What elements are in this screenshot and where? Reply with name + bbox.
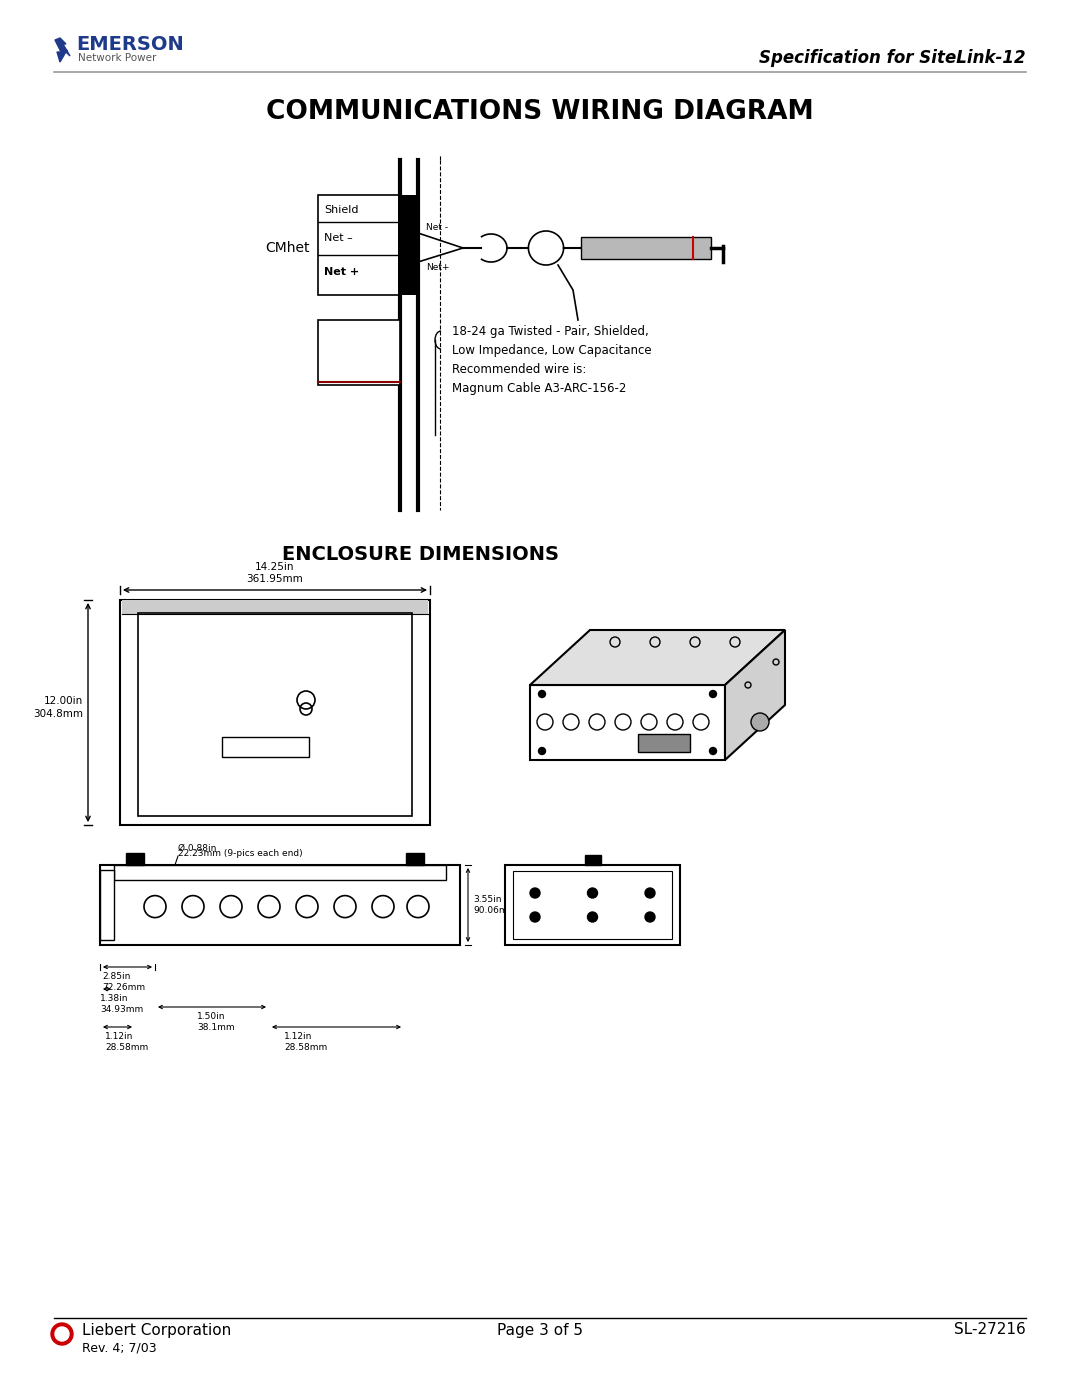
- Text: 18-24 ga Twisted - Pair, Shielded,
Low Impedance, Low Capacitance
Recommended wi: 18-24 ga Twisted - Pair, Shielded, Low I…: [453, 326, 651, 395]
- Bar: [505, 865, 680, 944]
- Polygon shape: [55, 38, 70, 61]
- Text: 1.50in
38.1mm: 1.50in 38.1mm: [197, 1011, 234, 1032]
- Polygon shape: [530, 685, 725, 760]
- Text: Net+: Net+: [426, 264, 449, 272]
- Bar: [318, 196, 400, 295]
- Text: 22.23mm (9-pics each end): 22.23mm (9-pics each end): [178, 849, 302, 858]
- Text: Page 3 of 5: Page 3 of 5: [497, 1323, 583, 1337]
- Text: CMhet: CMhet: [266, 242, 310, 256]
- Text: 14.25in
361.95mm: 14.25in 361.95mm: [246, 562, 303, 584]
- Bar: [513, 870, 672, 939]
- Text: EMERSON: EMERSON: [76, 35, 184, 54]
- Circle shape: [588, 912, 597, 922]
- Polygon shape: [530, 630, 785, 685]
- Circle shape: [530, 912, 540, 922]
- Bar: [318, 320, 400, 386]
- Text: Liebert Corporation: Liebert Corporation: [82, 1323, 231, 1337]
- Circle shape: [710, 747, 716, 754]
- Bar: [138, 613, 411, 816]
- Text: Ø 0.88in: Ø 0.88in: [178, 844, 216, 854]
- Text: Net +: Net +: [324, 267, 360, 277]
- Circle shape: [530, 888, 540, 898]
- Text: 1.12in
28.58mm: 1.12in 28.58mm: [284, 1032, 327, 1052]
- Circle shape: [751, 712, 769, 731]
- Text: Rev. 4; 7/03: Rev. 4; 7/03: [82, 1341, 157, 1355]
- Text: Net –: Net –: [324, 233, 353, 243]
- Text: 1.12in
28.58mm: 1.12in 28.58mm: [105, 1032, 148, 1052]
- Bar: [114, 865, 446, 880]
- Circle shape: [55, 1327, 69, 1341]
- Circle shape: [539, 690, 545, 697]
- Circle shape: [645, 912, 654, 922]
- Text: Net -: Net -: [426, 224, 448, 232]
- Text: ENCLOSURE DIMENSIONS: ENCLOSURE DIMENSIONS: [282, 545, 558, 564]
- Bar: [406, 854, 424, 865]
- Bar: [222, 738, 309, 757]
- Bar: [638, 733, 690, 752]
- Text: SL-27216: SL-27216: [955, 1323, 1026, 1337]
- Text: Shield: Shield: [324, 205, 359, 215]
- Text: 1.38in
34.93mm: 1.38in 34.93mm: [100, 995, 144, 1014]
- Bar: [584, 855, 600, 865]
- Circle shape: [539, 747, 545, 754]
- Bar: [100, 870, 114, 940]
- Bar: [120, 599, 430, 826]
- Circle shape: [588, 888, 597, 898]
- Text: Network Power: Network Power: [78, 53, 157, 63]
- Circle shape: [645, 888, 654, 898]
- Bar: [581, 237, 711, 258]
- Text: 12.00in
304.8mm: 12.00in 304.8mm: [33, 696, 83, 718]
- Polygon shape: [725, 630, 785, 760]
- Bar: [399, 196, 420, 295]
- Text: Specification for SiteLink-12: Specification for SiteLink-12: [759, 49, 1026, 67]
- Text: 3.55in
90.06mm: 3.55in 90.06mm: [473, 895, 516, 915]
- Circle shape: [51, 1323, 73, 1345]
- Circle shape: [710, 690, 716, 697]
- Bar: [122, 599, 428, 615]
- Bar: [100, 865, 460, 944]
- Text: 2.85in
72.26mm: 2.85in 72.26mm: [102, 972, 145, 992]
- Text: COMMUNICATIONS WIRING DIAGRAM: COMMUNICATIONS WIRING DIAGRAM: [266, 99, 814, 124]
- Bar: [126, 854, 144, 865]
